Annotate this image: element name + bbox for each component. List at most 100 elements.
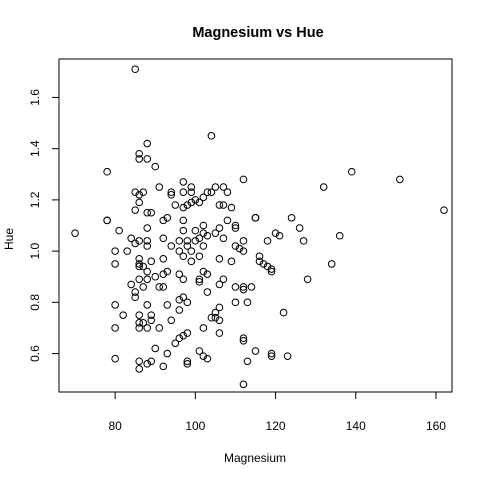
- data-point: [235, 244, 244, 253]
- data-point: [263, 237, 272, 245]
- data-point: [131, 239, 139, 248]
- data-point: [179, 275, 188, 284]
- data-point: [115, 226, 123, 235]
- data-point: [139, 262, 148, 271]
- data-point: [135, 311, 144, 319]
- data-point: [239, 380, 248, 389]
- data-point: [283, 352, 292, 360]
- data-point: [111, 324, 119, 332]
- data-point: [135, 324, 144, 332]
- y-axis-label: Hue: [2, 228, 16, 250]
- data-point: [111, 247, 119, 255]
- data-point: [219, 183, 228, 191]
- data-point: [239, 285, 248, 294]
- data-point: [135, 275, 144, 284]
- data-point: [215, 329, 224, 337]
- data-point: [171, 201, 180, 209]
- x-axis: 80 100 120 140 160: [108, 391, 446, 433]
- data-point: [279, 308, 288, 317]
- chart-title: Magnesium vs Hue: [192, 25, 323, 41]
- data-point: [135, 262, 144, 271]
- data-point: [135, 254, 144, 263]
- data-point: [243, 357, 252, 366]
- data-point: [203, 231, 212, 240]
- data-point: [143, 275, 152, 284]
- data-point: [199, 193, 208, 202]
- data-point: [195, 252, 204, 261]
- data-point: [231, 224, 240, 232]
- data-point: [175, 247, 184, 255]
- data-point: [275, 231, 284, 240]
- data-point: [127, 234, 135, 243]
- data-point: [127, 280, 135, 289]
- data-point: [183, 360, 192, 368]
- data-point: [199, 324, 208, 332]
- data-point: [239, 334, 248, 343]
- data-point: [255, 252, 264, 261]
- data-point: [143, 360, 152, 368]
- data-point: [147, 311, 156, 319]
- data-point: [143, 224, 152, 232]
- data-point: [203, 288, 212, 296]
- data-point: [143, 301, 152, 309]
- data-point: [175, 334, 184, 343]
- data-point: [135, 198, 144, 207]
- data-point: [135, 365, 144, 373]
- data-point: [147, 316, 156, 325]
- data-point: [207, 132, 216, 140]
- data-point: [143, 237, 152, 245]
- data-point: [175, 270, 184, 278]
- data-point: [243, 298, 252, 307]
- data-point: [231, 298, 240, 307]
- data-point: [171, 339, 180, 348]
- data-point: [159, 270, 168, 278]
- data-point: [195, 234, 204, 243]
- data-point: [139, 188, 148, 196]
- y-tick-label: 1.2: [28, 191, 42, 208]
- data-point: [255, 257, 264, 266]
- data-point: [155, 183, 164, 191]
- data-point: [155, 283, 164, 291]
- data-point: [440, 206, 448, 214]
- data-point: [207, 188, 216, 196]
- y-tick-label: 0.8: [28, 294, 42, 311]
- data-point: [159, 362, 168, 371]
- x-tick-label: 120: [266, 419, 286, 433]
- data-point: [111, 301, 119, 309]
- data-point: [163, 301, 172, 309]
- data-point: [239, 237, 248, 245]
- data-point: [231, 221, 240, 230]
- data-point: [199, 229, 208, 237]
- data-point: [143, 139, 152, 148]
- data-point: [195, 275, 204, 284]
- data-point: [183, 201, 192, 209]
- data-point: [219, 234, 228, 243]
- data-point: [71, 229, 79, 237]
- data-point: [215, 303, 224, 312]
- x-tick-label: 160: [426, 419, 446, 433]
- data-point: [135, 237, 144, 245]
- data-point: [131, 206, 139, 214]
- data-point: [191, 237, 200, 245]
- x-axis-label: Magnesium: [224, 451, 286, 465]
- data-point: [179, 293, 188, 302]
- data-point: [131, 65, 139, 74]
- data-point: [159, 254, 168, 263]
- data-point: [179, 178, 188, 186]
- data-point: [179, 203, 188, 212]
- data-point: [267, 349, 276, 358]
- data-point: [163, 267, 172, 276]
- plot-frame: [58, 58, 453, 393]
- data-point: [179, 252, 188, 261]
- data-point: [151, 272, 160, 281]
- data-point: [187, 247, 196, 255]
- y-tick-label: 1.6: [28, 89, 42, 106]
- data-point: [143, 208, 152, 217]
- data-point: [187, 183, 196, 191]
- data-point: [335, 231, 344, 240]
- data-point: [215, 254, 224, 263]
- data-point: [231, 242, 240, 250]
- data-point: [135, 260, 144, 268]
- y-tick-label: 0.6: [28, 345, 42, 362]
